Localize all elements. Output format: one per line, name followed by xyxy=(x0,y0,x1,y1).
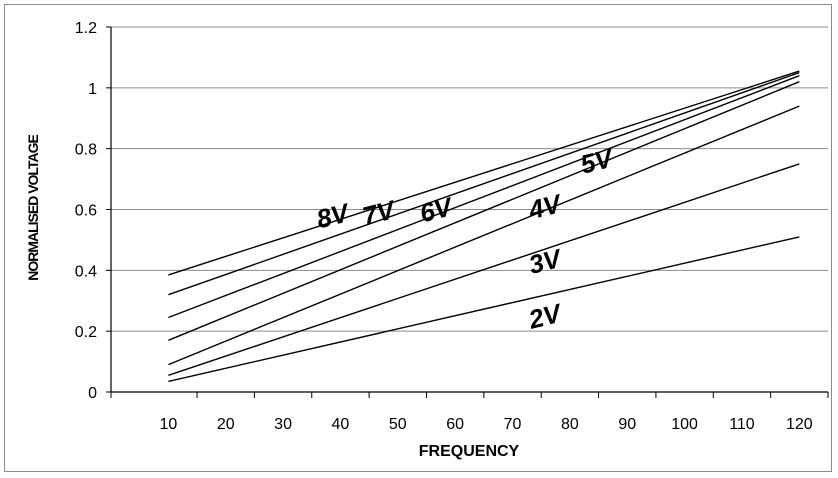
series-line-3v xyxy=(168,163,800,376)
grid-layer xyxy=(111,26,828,332)
y-tick-label: 1 xyxy=(88,81,97,98)
series-layer xyxy=(168,70,800,383)
y-tick-label: 1.2 xyxy=(75,20,97,37)
series-label-7v: 7V xyxy=(359,194,400,231)
series-label-3v: 3V xyxy=(526,243,567,280)
series-label-2v: 2V xyxy=(525,297,567,335)
x-tick-label: 40 xyxy=(332,416,350,433)
series-line-5v xyxy=(168,81,800,341)
series-line-2v xyxy=(168,236,800,383)
x-tick-label: 20 xyxy=(217,416,235,433)
x-tick-label: 70 xyxy=(504,416,522,433)
y-tick-label: 0.4 xyxy=(75,263,97,280)
series-line-8v xyxy=(168,70,800,276)
x-tick-label: 110 xyxy=(729,416,755,433)
x-tick-label: 50 xyxy=(389,416,407,433)
series-label-8v: 8V xyxy=(313,197,354,234)
x-tick-label: 60 xyxy=(446,416,464,433)
x-axis-title: FREQUENCY xyxy=(419,443,520,460)
x-tick-label: 30 xyxy=(274,416,292,433)
axis-layer: 0 0.2 0.4 0.6 0.8 1 1.2 10 20 30 40 50 60 70 80 90 100 11… xyxy=(75,20,829,433)
series-label-6v: 6V xyxy=(417,191,458,228)
y-tick-label: 0.6 xyxy=(75,203,97,220)
y-axis-title: NORMALISED VOLTAGE xyxy=(25,135,41,281)
series-line-7v xyxy=(168,71,800,296)
series-line-6v xyxy=(168,75,800,319)
y-tick-label: 0 xyxy=(88,385,97,402)
series-label-4v: 4V xyxy=(525,188,567,226)
series-line-4v xyxy=(168,105,800,366)
x-tick-label: 90 xyxy=(618,416,636,433)
y-tick-label: 0.8 xyxy=(75,142,97,159)
x-tick-label: 120 xyxy=(786,416,813,433)
x-tick-label: 80 xyxy=(561,416,579,433)
x-tick-label: 10 xyxy=(159,416,177,433)
x-tick-label: 100 xyxy=(671,416,698,433)
y-tick-label: 0.2 xyxy=(75,324,97,341)
